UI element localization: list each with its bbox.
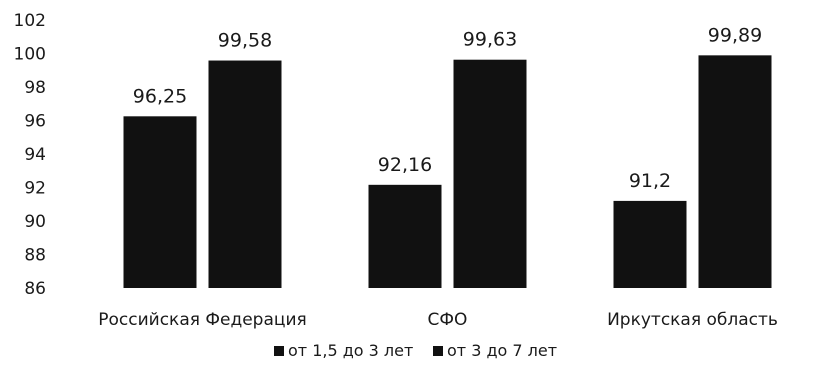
- category-label: Иркутская область: [607, 310, 778, 330]
- y-tick-label: 96: [24, 112, 46, 132]
- x-axis: Российская Федерация СФО Иркутская область: [98, 310, 778, 330]
- category-label: СФО: [428, 310, 468, 330]
- data-label: 96,25: [133, 85, 187, 107]
- legend-swatch: [274, 346, 284, 356]
- category-label: Российская Федерация: [98, 310, 306, 330]
- data-label: 91,2: [629, 170, 671, 192]
- bars: [123, 55, 772, 289]
- legend: от 1,5 до 3 лет от 3 до 7 лет: [274, 341, 557, 360]
- y-tick-label: 94: [24, 145, 46, 165]
- bar: [698, 55, 772, 288]
- y-tick-label: 98: [24, 78, 46, 98]
- bar: [613, 200, 687, 288]
- data-labels: 96,25 99,58 92,16 99,63 91,2 99,89: [133, 24, 762, 192]
- data-label: 92,16: [378, 154, 432, 176]
- bar: [123, 116, 197, 288]
- legend-label: от 3 до 7 лет: [447, 341, 557, 360]
- y-tick-label: 86: [24, 279, 46, 299]
- y-axis: 86 88 90 92 94 96 98 100 102: [14, 11, 46, 299]
- legend-swatch: [433, 346, 443, 356]
- bar: [453, 59, 527, 289]
- legend-label: от 1,5 до 3 лет: [288, 341, 413, 360]
- y-tick-label: 88: [24, 246, 46, 266]
- bar: [368, 184, 442, 288]
- y-tick-label: 90: [24, 212, 46, 232]
- y-tick-label: 92: [24, 179, 46, 199]
- data-label: 99,58: [218, 30, 272, 52]
- data-label: 99,63: [463, 29, 517, 51]
- y-tick-label: 102: [14, 11, 46, 31]
- y-tick-label: 100: [14, 45, 46, 65]
- data-label: 99,89: [708, 24, 762, 46]
- bar: [208, 60, 282, 288]
